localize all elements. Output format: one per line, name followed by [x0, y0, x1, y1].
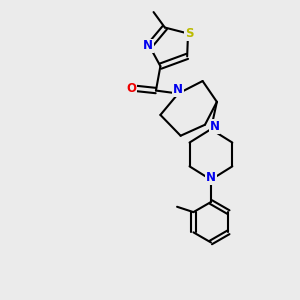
Text: N: N: [173, 83, 183, 97]
Text: N: N: [209, 120, 220, 133]
Text: N: N: [143, 40, 153, 52]
Text: N: N: [206, 171, 216, 184]
Text: O: O: [126, 82, 136, 95]
Text: S: S: [185, 27, 194, 40]
